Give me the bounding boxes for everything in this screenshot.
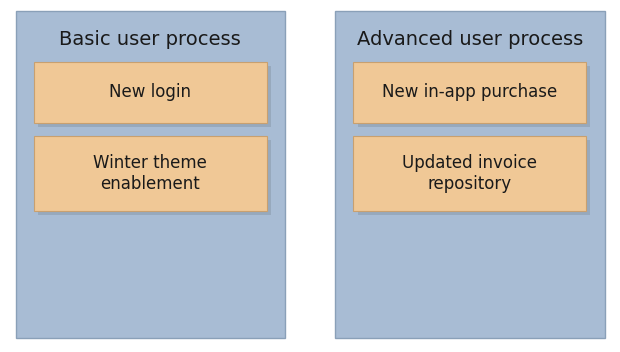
Text: Updated invoice
repository: Updated invoice repository	[402, 154, 537, 193]
FancyBboxPatch shape	[34, 136, 267, 211]
FancyBboxPatch shape	[34, 62, 267, 123]
FancyBboxPatch shape	[335, 11, 604, 338]
FancyBboxPatch shape	[38, 66, 271, 127]
Text: New in-app purchase: New in-app purchase	[382, 83, 557, 101]
FancyBboxPatch shape	[353, 62, 586, 123]
FancyBboxPatch shape	[16, 11, 285, 338]
Text: Advanced user process: Advanced user process	[356, 30, 583, 49]
Text: Winter theme
enablement: Winter theme enablement	[94, 154, 207, 193]
FancyBboxPatch shape	[358, 140, 590, 215]
Text: Basic user process: Basic user process	[60, 30, 241, 49]
Text: New login: New login	[109, 83, 192, 101]
FancyBboxPatch shape	[38, 140, 271, 215]
FancyBboxPatch shape	[358, 66, 590, 127]
FancyBboxPatch shape	[353, 136, 586, 211]
